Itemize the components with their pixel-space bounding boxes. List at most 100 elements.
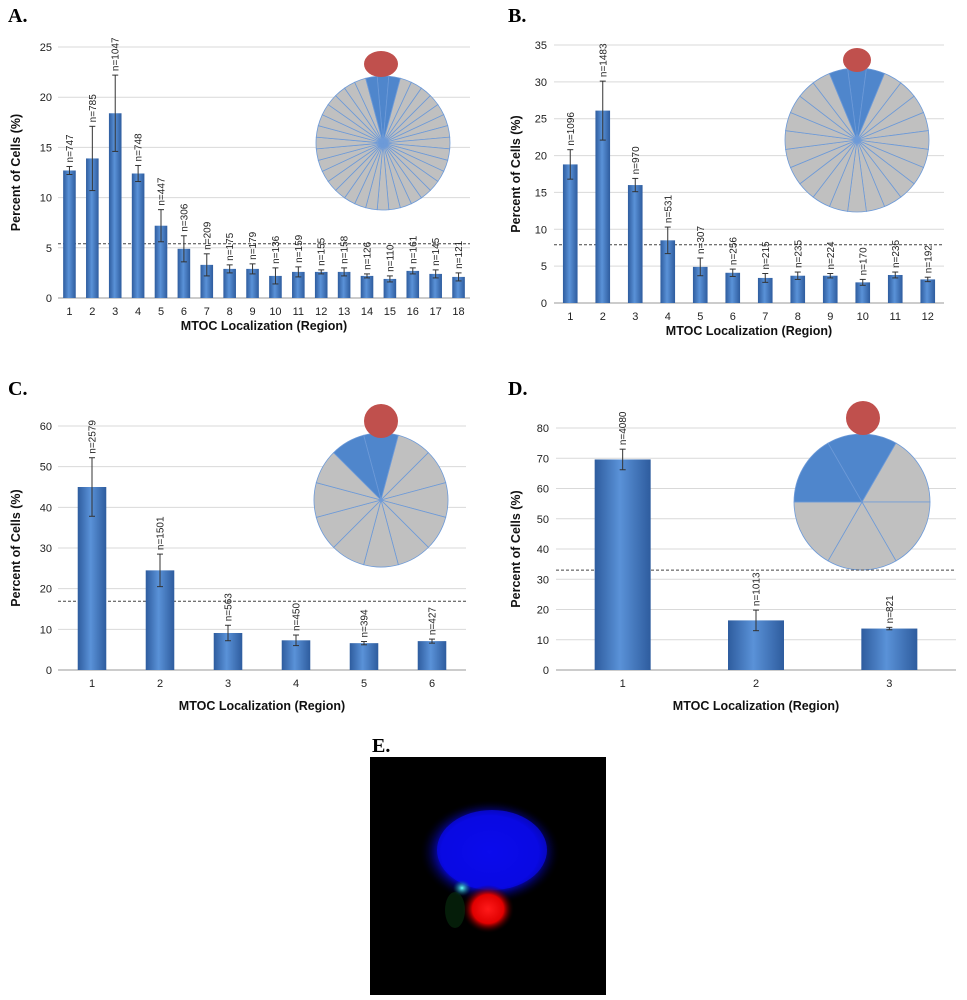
bar [757, 277, 773, 303]
y-tick-label: 20 [535, 151, 547, 163]
x-tick-label: 12 [315, 306, 327, 318]
bar [108, 113, 122, 298]
x-tick-label: 10 [857, 311, 869, 323]
n-count-label: n=110 [385, 244, 396, 272]
x-tick-label: 9 [249, 306, 255, 318]
y-tick-label: 40 [40, 502, 52, 514]
inset-bead-dot [364, 51, 398, 77]
y-tick-label: 0 [46, 293, 52, 305]
y-tick-label: 10 [537, 635, 549, 647]
bar [77, 487, 107, 670]
x-tick-label: 2 [89, 306, 95, 318]
y-tick-label: 0 [46, 665, 52, 677]
y-tick-label: 70 [537, 453, 549, 465]
x-tick-label: 2 [600, 311, 606, 323]
x-tick-label: 1 [89, 678, 95, 690]
inset-slice [861, 501, 931, 562]
inset-slice [861, 442, 931, 503]
y-tick-label: 35 [535, 40, 547, 52]
bar [822, 275, 838, 303]
n-count-label: n=821 [885, 595, 896, 624]
x-tick-label: 2 [157, 678, 163, 690]
y-tick-label: 30 [535, 77, 547, 89]
bar [246, 268, 259, 298]
x-tick-label: 7 [762, 311, 768, 323]
y-tick-label: 30 [537, 574, 549, 586]
n-count-label: n=192 [923, 245, 934, 274]
bar [920, 279, 936, 303]
x-tick-label: 3 [632, 311, 638, 323]
y-tick-label: 0 [543, 665, 549, 677]
n-count-label: n=126 [363, 241, 374, 270]
x-tick-label: 2 [753, 678, 759, 690]
n-count-label: n=158 [340, 235, 351, 264]
inset-slice-highlighted [333, 434, 382, 502]
y-tick-label: 10 [40, 193, 52, 205]
n-count-label: n=161 [408, 235, 419, 264]
y-tick-label: 5 [46, 243, 52, 255]
bar [594, 459, 651, 670]
bar [314, 271, 328, 298]
y-tick-label: 5 [541, 261, 547, 273]
n-count-label: n=235 [793, 240, 804, 269]
x-tick-label: 8 [227, 306, 233, 318]
bar [154, 225, 168, 298]
bar [595, 110, 611, 303]
n-count-label: n=209 [202, 221, 213, 250]
bar [383, 278, 397, 298]
n-count-label: n=306 [179, 203, 190, 232]
x-tick-label: 5 [158, 306, 164, 318]
y-tick-label: 80 [537, 423, 549, 435]
x-tick-label: 13 [338, 306, 350, 318]
nucleus-core [437, 810, 547, 890]
inset-diagram [793, 401, 931, 571]
x-tick-label: 18 [452, 306, 464, 318]
bar [223, 268, 236, 298]
n-count-label: n=215 [761, 241, 772, 270]
y-tick-label: 0 [541, 298, 547, 310]
n-count-label: n=2579 [88, 420, 99, 454]
y-tick-label: 25 [40, 42, 52, 54]
x-tick-label: 10 [269, 306, 281, 318]
x-axis-title: MTOC Localization (Region) [179, 699, 345, 713]
x-tick-label: 12 [922, 311, 934, 323]
panel-letter: A. [8, 5, 27, 27]
n-count-label: n=170 [858, 247, 869, 276]
y-tick-label: 15 [535, 187, 547, 199]
inset-diagram [784, 48, 930, 213]
chart-panel-b: B. 0 5 10 15 20 25 30 35 1 n=1096 2 n=1483 3 n=970 4 n=5… [508, 5, 944, 338]
bar [790, 275, 806, 303]
n-count-label: n=1047 [111, 37, 122, 71]
inset-diagram [313, 404, 449, 568]
x-tick-label: 9 [827, 311, 833, 323]
bar [63, 170, 76, 298]
y-tick-label: 50 [40, 462, 52, 474]
n-count-label: n=224 [826, 241, 837, 270]
bar [360, 275, 374, 298]
y-tick-label: 60 [40, 421, 52, 433]
mtoc-cyan-dot [453, 880, 471, 896]
n-count-label: n=563 [224, 593, 235, 622]
x-tick-label: 7 [204, 306, 210, 318]
n-count-label: n=155 [317, 237, 328, 266]
y-axis-title: Percent of Cells (%) [9, 114, 23, 231]
n-count-label: n=136 [271, 235, 282, 264]
n-count-label: n=307 [696, 226, 707, 255]
x-tick-label: 1 [620, 678, 626, 690]
panel-letter: B. [508, 5, 526, 27]
n-count-label: n=747 [65, 134, 76, 163]
bar [337, 271, 351, 298]
bar [131, 173, 145, 298]
panel-letter: D. [508, 378, 527, 400]
n-count-label: n=748 [134, 133, 145, 162]
x-axis-title: MTOC Localization (Region) [673, 699, 839, 713]
bead-red-blob [462, 885, 514, 933]
n-count-label: n=1096 [566, 112, 577, 146]
n-count-label: n=256 [728, 237, 739, 266]
x-tick-label: 15 [384, 306, 396, 318]
y-tick-label: 15 [40, 142, 52, 154]
n-count-label: n=175 [225, 232, 236, 261]
x-tick-label: 5 [361, 678, 367, 690]
bar [725, 272, 741, 303]
n-count-label: n=427 [428, 607, 439, 636]
